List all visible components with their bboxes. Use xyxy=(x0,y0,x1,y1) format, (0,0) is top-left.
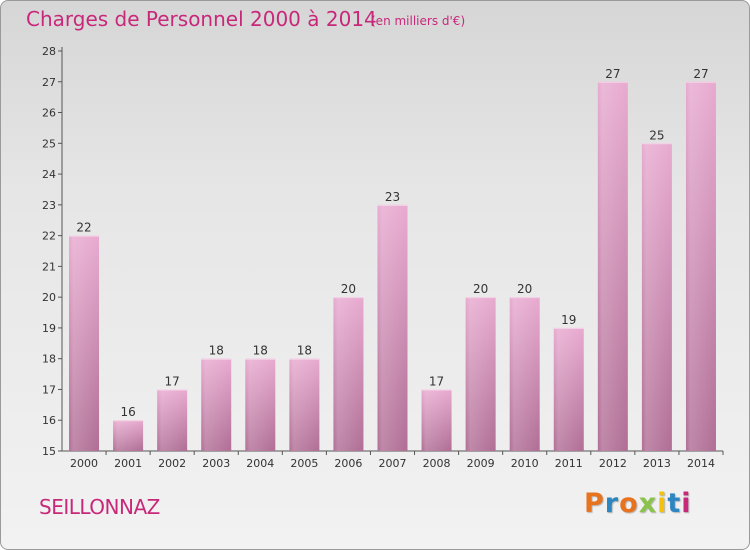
logo-letter: P xyxy=(584,488,605,519)
y-tick-label: 23 xyxy=(42,199,56,212)
bar-highlight xyxy=(333,297,364,451)
bar-highlight xyxy=(69,235,100,451)
chart-labels: 2000 22 2001 16 2002 17 2003 18 2004 18 2005 18 2006… xyxy=(70,67,715,470)
data-label: 19 xyxy=(561,313,576,327)
y-tick-label: 22 xyxy=(42,230,56,243)
data-label: 20 xyxy=(517,282,532,296)
data-label: 16 xyxy=(120,405,135,419)
data-label: 20 xyxy=(341,282,356,296)
bar-highlight xyxy=(245,358,276,451)
logo-letter: o xyxy=(619,488,639,519)
y-tick-label: 26 xyxy=(42,107,56,120)
x-tick-label: 2012 xyxy=(599,457,627,470)
x-tick-label: 2006 xyxy=(334,457,362,470)
chart-title: Charges de Personnel 2000 à 2014 xyxy=(26,7,377,31)
bar-highlight xyxy=(553,327,584,451)
logo-letter: i xyxy=(681,488,692,519)
logo-letter: t xyxy=(667,488,682,519)
bar-highlight xyxy=(201,358,232,451)
y-tick-label: 21 xyxy=(42,260,56,273)
commune-name: SEILLONNAZ xyxy=(39,495,160,519)
data-label: 27 xyxy=(693,67,708,81)
x-tick-label: 2001 xyxy=(114,457,142,470)
bar-highlight xyxy=(641,143,672,452)
bar-highlight xyxy=(509,297,540,451)
data-label: 18 xyxy=(209,344,224,358)
x-tick-label: 2008 xyxy=(423,457,451,470)
x-tick-label: 2009 xyxy=(467,457,495,470)
x-tick-label: 2013 xyxy=(643,457,671,470)
x-tick-label: 2014 xyxy=(687,457,715,470)
data-label: 17 xyxy=(429,374,444,388)
y-tick-label: 17 xyxy=(42,383,56,396)
bar-highlight xyxy=(465,297,496,451)
bar-highlight xyxy=(289,358,320,451)
bar-highlight xyxy=(113,420,144,451)
data-label: 18 xyxy=(253,344,268,358)
bar-highlight xyxy=(685,81,716,452)
y-tick-label: 27 xyxy=(42,76,56,89)
logo-letter: x xyxy=(638,488,658,519)
y-tick-label: 28 xyxy=(42,45,56,58)
y-tick-label: 15 xyxy=(42,445,56,458)
data-label: 18 xyxy=(297,344,312,358)
x-tick-label: 2002 xyxy=(158,457,186,470)
x-tick-label: 2007 xyxy=(379,457,407,470)
logo-letter: i xyxy=(657,488,668,519)
data-label: 27 xyxy=(605,67,620,81)
y-tick-label: 18 xyxy=(42,353,56,366)
x-tick-label: 2005 xyxy=(290,457,318,470)
bar-highlight xyxy=(157,389,188,451)
data-label: 22 xyxy=(76,221,91,235)
y-tick-label: 16 xyxy=(42,414,56,427)
data-label: 20 xyxy=(473,282,488,296)
logo-letter: r xyxy=(604,488,620,519)
y-tick-label: 24 xyxy=(42,168,56,181)
chart-axes: 15 16 17 18 19 20 21 22 23 24 25 26 27 28 xyxy=(42,45,724,458)
bar-highlight xyxy=(597,81,628,452)
bar-highlight xyxy=(377,204,408,451)
proxiti-logo[interactable]: Proxiti xyxy=(584,488,692,519)
chart-subtitle: (en milliers d'€) xyxy=(371,14,466,28)
y-tick-label: 20 xyxy=(42,291,56,304)
x-tick-label: 2003 xyxy=(202,457,230,470)
chart-bars xyxy=(69,81,716,452)
y-tick-label: 19 xyxy=(42,322,56,335)
x-tick-label: 2011 xyxy=(555,457,583,470)
data-label: 17 xyxy=(165,374,180,388)
x-tick-label: 2000 xyxy=(70,457,98,470)
bar-highlight xyxy=(421,389,452,451)
data-label: 23 xyxy=(385,190,400,204)
data-label: 25 xyxy=(649,128,664,142)
x-tick-label: 2010 xyxy=(511,457,539,470)
x-tick-label: 2004 xyxy=(246,457,274,470)
y-tick-label: 25 xyxy=(42,137,56,150)
